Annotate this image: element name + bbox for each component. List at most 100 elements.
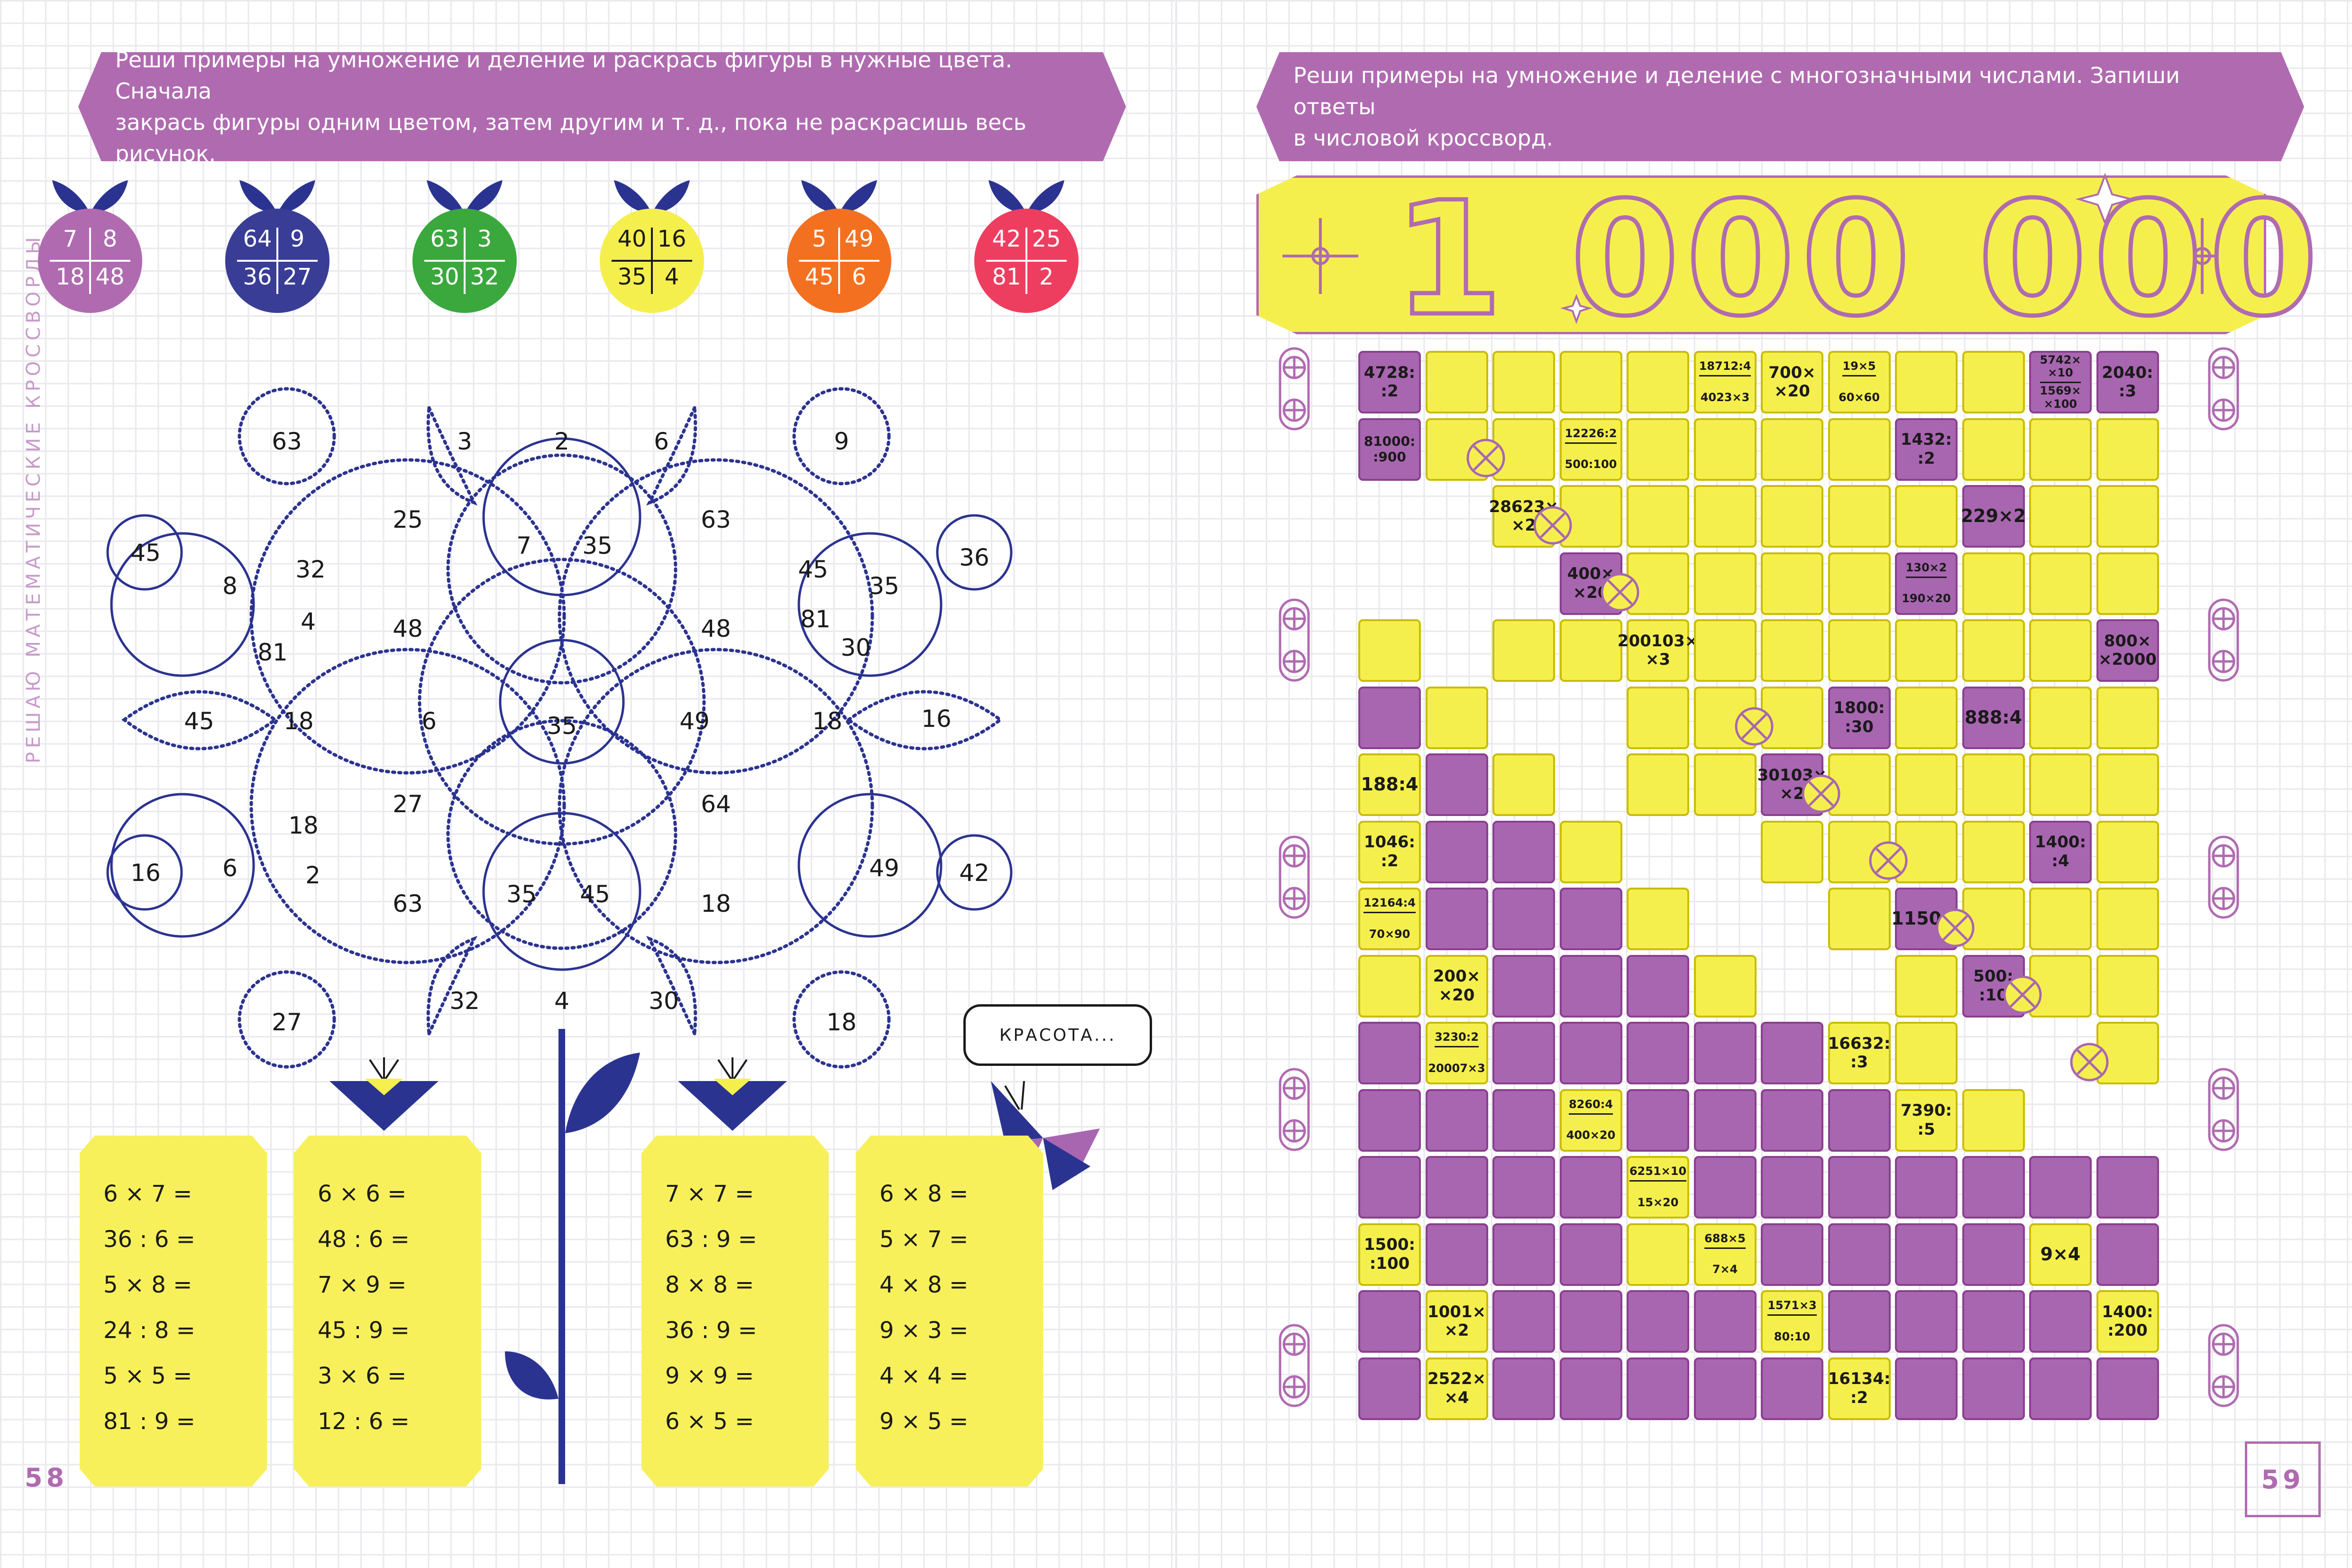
crossword-cell[interactable] [2029, 686, 2092, 749]
crossword-cell[interactable] [1492, 1290, 1555, 1353]
crossword-cell[interactable] [1492, 753, 1555, 816]
crossword-cell[interactable] [2029, 418, 2092, 481]
crossword-cell[interactable] [1693, 1290, 1757, 1353]
crossword-cell[interactable] [1828, 1290, 1891, 1353]
crossword-cell[interactable] [1492, 418, 1555, 481]
crossword-cell[interactable] [1895, 1156, 1958, 1219]
crossword-cell[interactable] [1828, 1223, 1891, 1286]
crossword-cell[interactable] [1895, 1290, 1958, 1353]
crossword-cell[interactable] [1962, 1290, 2025, 1353]
crossword-cell[interactable] [1761, 1089, 1823, 1152]
crossword-cell[interactable] [2096, 753, 2159, 816]
crossword-cell[interactable] [1559, 485, 1622, 548]
crossword-cell[interactable] [1895, 686, 1958, 749]
crossword-cell[interactable] [1627, 1223, 1689, 1286]
crossword-cell[interactable] [1492, 1223, 1555, 1286]
crossword-cell[interactable] [1895, 351, 1958, 413]
crossword-cell[interactable] [1492, 1022, 1555, 1084]
crossword-cell[interactable] [1962, 820, 2025, 883]
crossword-cell[interactable] [1358, 686, 1421, 749]
crossword-cell[interactable] [1559, 1156, 1622, 1219]
crossword-cell[interactable] [1693, 1357, 1757, 1420]
crossword-cell[interactable] [1962, 1357, 2025, 1420]
crossword-cell[interactable] [1828, 552, 1891, 615]
crossword-cell[interactable] [1559, 1290, 1622, 1353]
crossword-cell[interactable] [1627, 1089, 1689, 1152]
crossword-cell[interactable] [1895, 1022, 1958, 1084]
crossword-cell[interactable] [2096, 485, 2159, 548]
crossword-cell[interactable] [1895, 1357, 1958, 1420]
crossword-cell[interactable] [1962, 753, 2025, 816]
crossword-cell[interactable] [1559, 1223, 1622, 1286]
crossword-cell[interactable] [1627, 1357, 1689, 1420]
crossword-cell[interactable] [1693, 1022, 1757, 1084]
crossword-cell[interactable] [1627, 954, 1689, 1018]
crossword-cell[interactable] [1761, 1156, 1823, 1219]
crossword-cell[interactable] [1492, 820, 1555, 883]
crossword-cell[interactable] [1559, 1022, 1622, 1084]
crossword-cell[interactable] [1761, 1022, 1823, 1084]
crossword-cell[interactable] [1761, 485, 1823, 548]
crossword-cell[interactable] [1828, 888, 1891, 950]
crossword-cell[interactable] [2029, 1156, 2092, 1219]
crossword-cell[interactable] [1962, 1089, 2025, 1152]
crossword-cell[interactable] [1627, 418, 1689, 481]
crossword-cell[interactable] [2096, 888, 2159, 950]
crossword-cell[interactable] [1559, 954, 1622, 1018]
crossword-cell[interactable] [1358, 1156, 1421, 1219]
crossword-cell[interactable] [1627, 753, 1689, 816]
crossword-cell[interactable] [1761, 820, 1823, 883]
crossword-cell[interactable] [1627, 1022, 1689, 1084]
crossword-cell[interactable] [1828, 1089, 1891, 1152]
crossword-cell[interactable] [1492, 619, 1555, 682]
crossword-cell[interactable] [2096, 954, 2159, 1018]
crossword-cell[interactable] [1962, 1156, 2025, 1219]
crossword-cell[interactable] [1627, 1290, 1689, 1353]
crossword-cell[interactable] [1828, 418, 1891, 481]
crossword-cell[interactable] [2096, 418, 2159, 481]
crossword-cell[interactable] [1559, 1357, 1622, 1420]
crossword-cell[interactable] [1492, 888, 1555, 950]
crossword-cell[interactable] [1559, 820, 1622, 883]
crossword-cell[interactable] [1962, 351, 2025, 413]
crossword-cell[interactable] [1358, 1290, 1421, 1353]
crossword-cell[interactable] [1761, 619, 1823, 682]
crossword-cell[interactable] [1962, 552, 2025, 615]
crossword-cell[interactable] [2029, 1357, 2092, 1420]
crossword-cell[interactable] [2096, 552, 2159, 615]
crossword-cell[interactable] [1358, 954, 1421, 1018]
crossword-cell[interactable] [1492, 1357, 1555, 1420]
crossword-cell[interactable] [1962, 619, 2025, 682]
crossword-cell[interactable] [2096, 1022, 2159, 1084]
crossword-cell[interactable] [1693, 485, 1757, 548]
crossword-cell[interactable] [1627, 888, 1689, 950]
crossword-cell[interactable] [1761, 1357, 1823, 1420]
crossword-cell[interactable] [1895, 619, 1958, 682]
crossword-cell[interactable] [1693, 418, 1757, 481]
crossword-cell[interactable] [1761, 552, 1823, 615]
crossword-cell[interactable] [1693, 1089, 1757, 1152]
crossword-cell[interactable] [2029, 552, 2092, 615]
crossword-cell[interactable] [1828, 485, 1891, 548]
crossword-cell[interactable] [1425, 820, 1488, 883]
crossword-cell[interactable] [2096, 1156, 2159, 1219]
crossword-cell[interactable] [2096, 1223, 2159, 1286]
crossword-cell[interactable] [1627, 552, 1689, 615]
crossword-cell[interactable] [1627, 686, 1689, 749]
crossword-cell[interactable] [1425, 888, 1488, 950]
crossword-cell[interactable] [1492, 1089, 1555, 1152]
crossword-cell[interactable] [1358, 1357, 1421, 1420]
crossword-cell[interactable] [2029, 619, 2092, 682]
crossword-cell[interactable] [1559, 619, 1622, 682]
crossword-cell[interactable] [1895, 1223, 1958, 1286]
crossword-cell[interactable] [2029, 753, 2092, 816]
crossword-cell[interactable] [1358, 1089, 1421, 1152]
crossword-cell[interactable] [1828, 1156, 1891, 1219]
crossword-cell[interactable] [1492, 1156, 1555, 1219]
crossword-cell[interactable] [1627, 485, 1689, 548]
crossword-cell[interactable] [1895, 753, 1958, 816]
crossword-cell[interactable] [1425, 686, 1488, 749]
crossword-cell[interactable] [1895, 485, 1958, 548]
crossword-cell[interactable] [1425, 1223, 1488, 1286]
crossword-cell[interactable] [2029, 485, 2092, 548]
